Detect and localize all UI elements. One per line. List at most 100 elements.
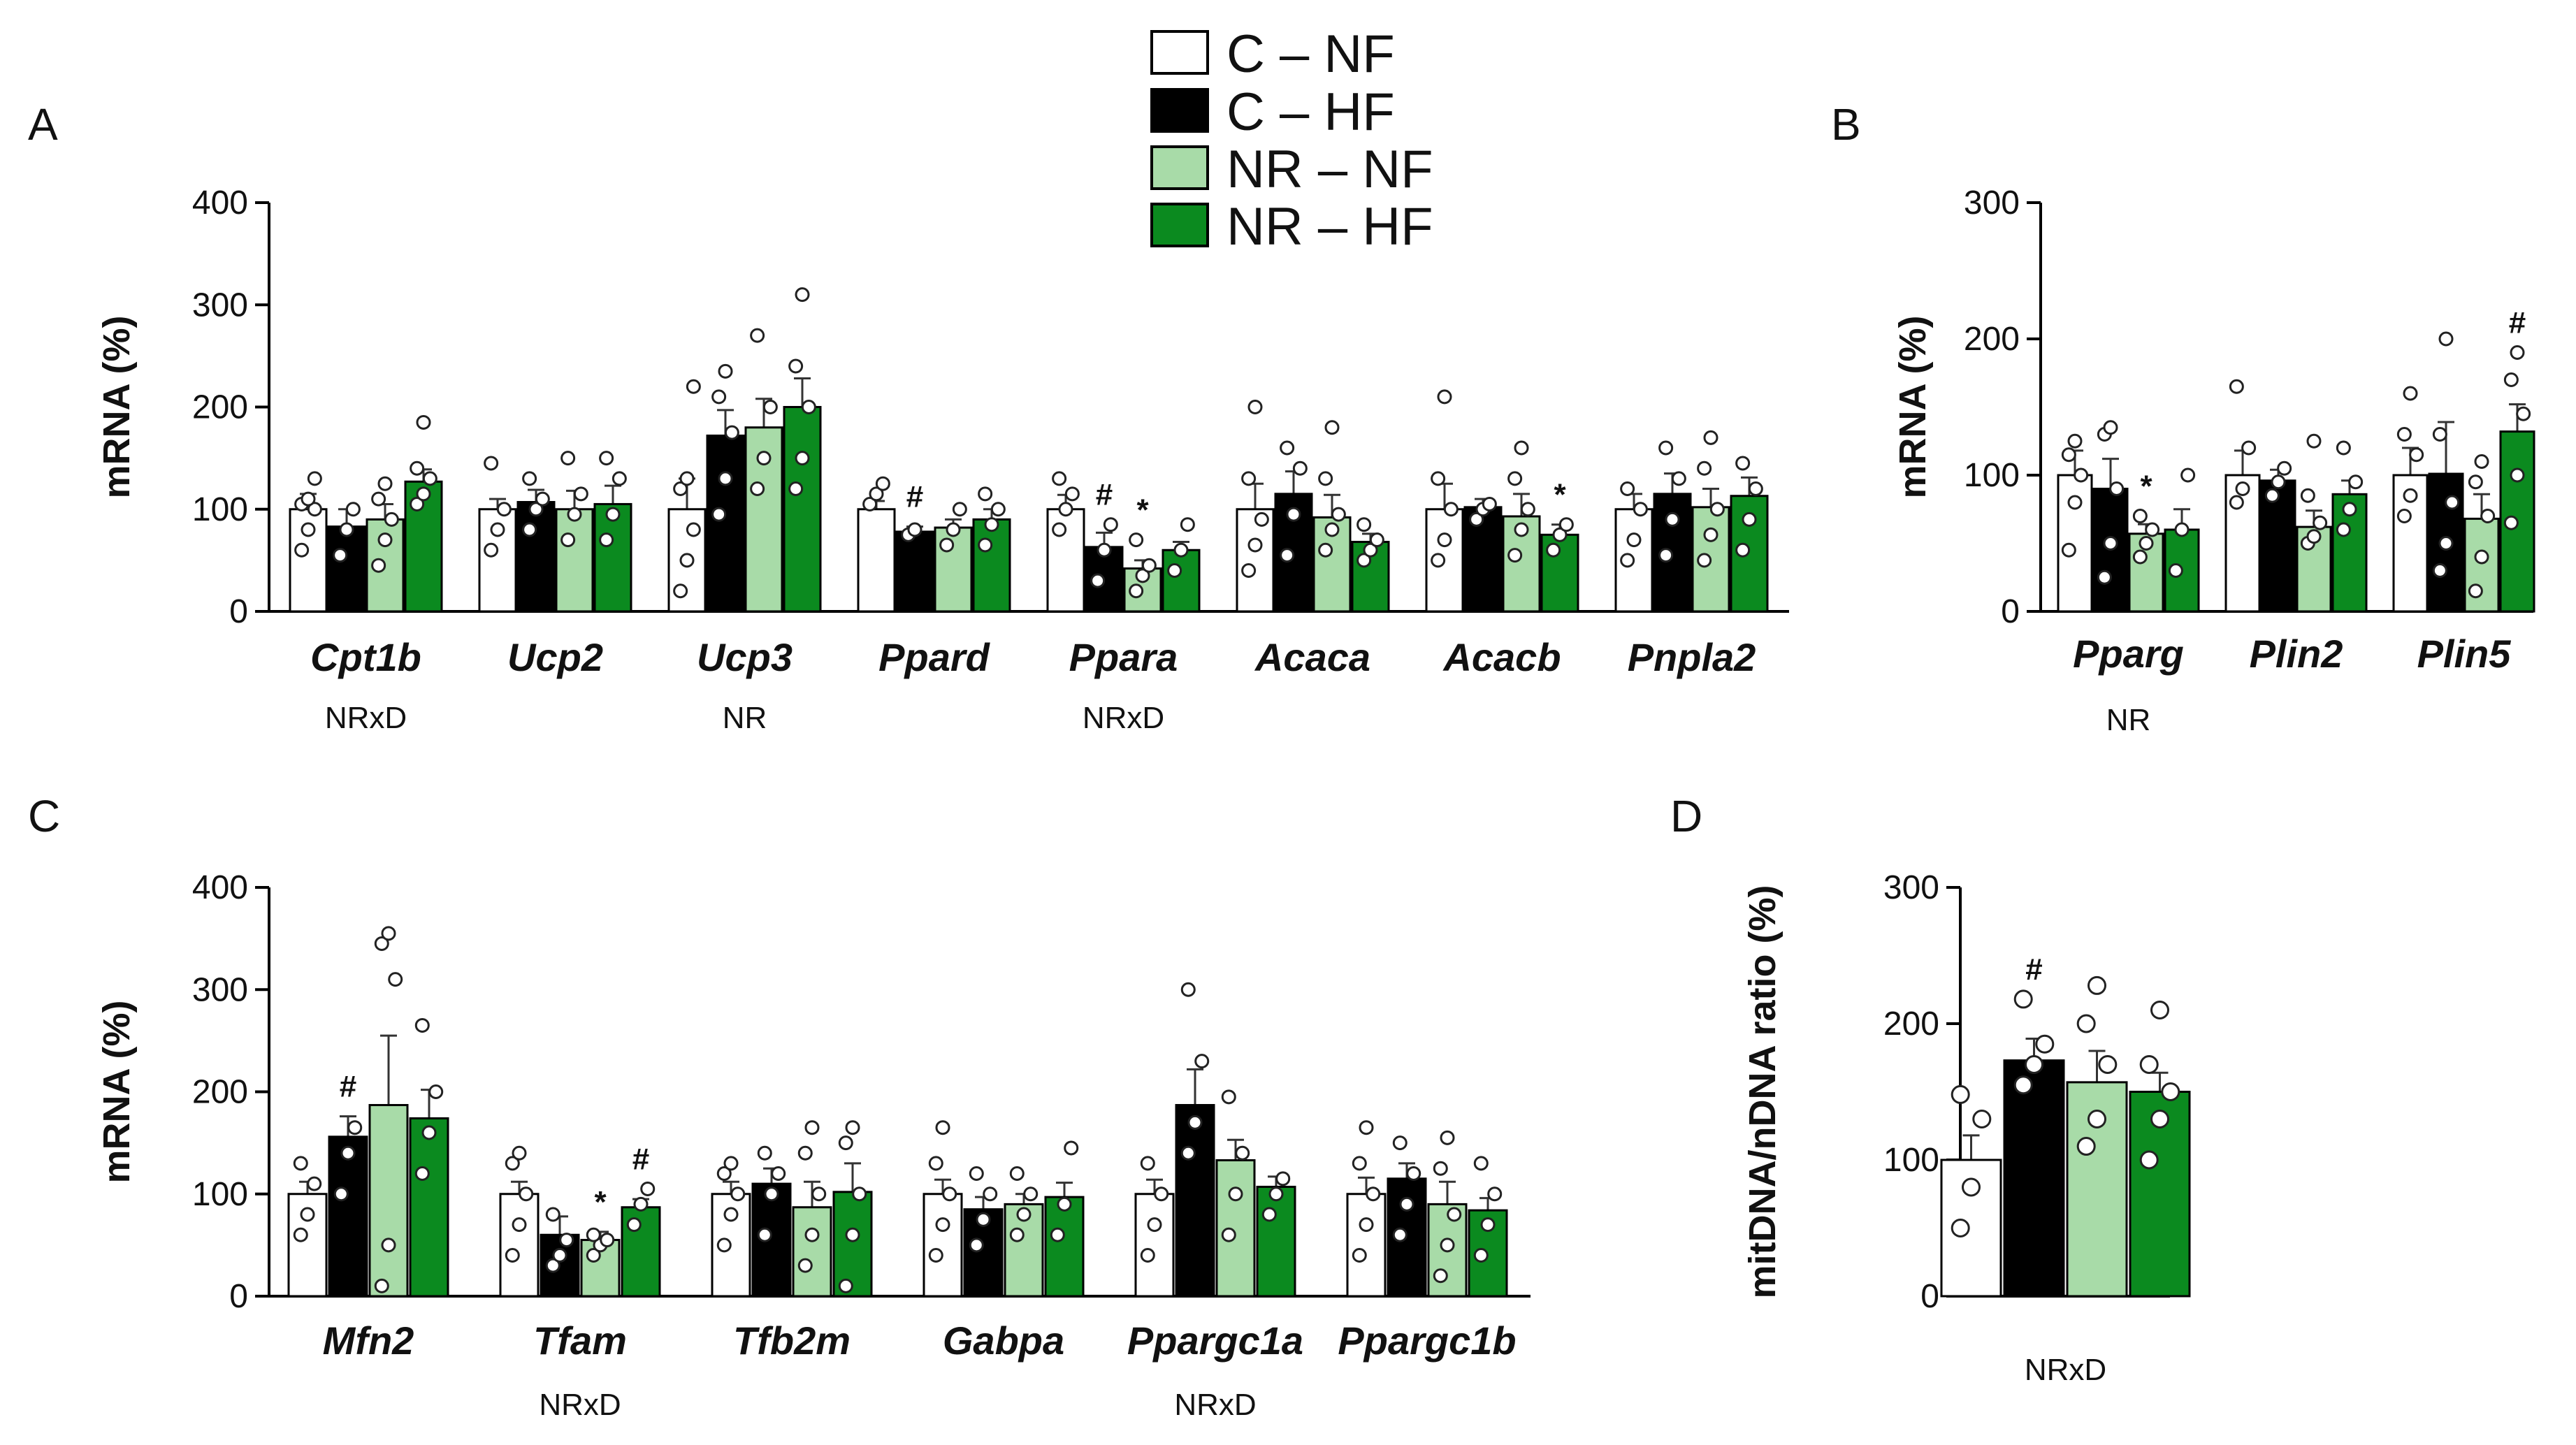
panel-c-x-label-ppargc1b: Ppargc1b [1338,1319,1516,1363]
panel-a-point-acaca-c-hf-3 [1280,440,1295,456]
panel-d-point-group-0-c-nf-0 [1951,1219,1970,1237]
panel-a-point-pnpla2-nr-hf-1 [1742,511,1757,527]
panel-c-point-ppargc1b-nr-nf-2 [1447,1207,1462,1222]
panel-b-point-plin2-nr-nf-3 [2300,488,2315,503]
panel-c-point-tfam-c-hf-0 [545,1258,560,1273]
panel-c-point-tfam-nr-hf-1 [633,1196,649,1212]
panel-a-effect-label-0: NRxD [325,701,407,735]
panel-b-point-plin2-nr-hf-0 [2336,522,2351,537]
panel-c-point-ppargc1b-nr-hf-1 [1480,1217,1496,1233]
panel-b-effect-label-0: NR [2106,703,2151,737]
panel-a-point-pnpla2-nr-hf-2 [1748,481,1763,496]
panel-c-x-label-gabpa: Gabpa [943,1319,1064,1363]
panel-c-point-tfb2m-c-hf-0 [757,1227,772,1242]
panel-a-point-ucp3-nr-nf-0 [750,481,765,496]
panel-b-y-axis-title: mRNA (%) [1892,316,1934,499]
panel-c-point-mfn2-c-nf-3 [293,1156,308,1171]
panel-b-chart: B 0 100 200 300 mRNA (%) Pparg Plin2 Plin5 * # NR [1831,99,2535,737]
panel-c-bar-mfn2-c-hf [328,1135,368,1298]
panel-a-bar-ucp2-nr-nf [555,508,594,613]
panel-b-point-plin2-nr-nf-4 [2306,433,2322,449]
panel-a-point-cpt1b-c-nf-4 [301,491,316,507]
panel-c-point-gabpa-c-hf-3 [969,1166,984,1181]
panel-a-point-ucp2-c-hf-1 [528,502,544,517]
panel-c-y-tick-label-0: 0 [229,1278,248,1315]
panel-b-point-plin5-nr-nf-2 [2480,509,2496,523]
panel-b-point-plin5-c-hf-4 [2438,331,2454,347]
panel-c-point-mfn2-nr-nf-1 [381,1237,396,1253]
panel-c-point-ppargc1b-c-nf-3 [1352,1156,1367,1171]
panel-a-point-ucp3-nr-nf-2 [762,400,778,414]
panel-b-point-plin5-nr-nf-1 [2474,549,2489,565]
panel-a-point-ppara-c-hf-1 [1097,542,1112,558]
panel-a-point-ppard-nr-nf-2 [952,502,967,517]
panel-a-bar-ucp3-c-hf [706,434,745,613]
panel-a-point-ucp2-nr-hf-3 [599,451,614,466]
panel-b-point-plin2-nr-hf-2 [2348,474,2364,490]
panel-a-point-acacb-nr-nf-0 [1507,548,1523,563]
panel-a-point-pnpla2-c-nf-0 [1620,553,1635,568]
panel-a-point-acaca-c-nf-2 [1254,511,1269,527]
legend-item-nr-nf: NR – NF [1150,140,1433,199]
panel-a-point-ppard-nr-hf-3 [978,486,993,502]
panel-c-point-ppargc1b-c-nf-2 [1366,1186,1381,1202]
panel-a-point-ucp3-nr-hf-1 [795,451,810,466]
panel-a-point-acaca-c-nf-4 [1247,400,1263,414]
panel-a-point-cpt1b-c-hf-2 [345,502,361,517]
panel-a-x-label-ppard: Ppard [878,635,990,679]
panel-b-point-plin5-c-nf-4 [2403,386,2418,401]
panel-a-point-ppara-c-nf-1 [1058,502,1073,517]
panel-b-point-pparg-nr-nf-2 [2145,522,2160,537]
panel-c-point-mfn2-c-nf-1 [300,1207,315,1222]
panel-c-point-tfb2m-nr-hf-3 [838,1135,853,1151]
panel-d-point-group-0-nr-nf-3 [2076,1014,2096,1033]
panel-a-point-ucp2-nr-nf-2 [573,486,588,502]
panel-a-point-ucp2-c-nf-1 [490,522,505,537]
panel-a-point-acaca-nr-nf-3 [1318,471,1333,486]
panel-c-significance-marker-2: # [632,1142,649,1176]
panel-a-point-cpt1b-c-nf-1 [301,522,316,537]
panel-c-point-tfam-c-hf-3 [545,1207,560,1222]
panel-d-chart: D 0 100 200 300 mitDNA/nDNA ratio (%) # NRxD [1670,791,2191,1387]
panel-b-point-plin2-nr-hf-3 [2336,440,2351,456]
panel-a-point-ucp2-nr-hf-2 [612,471,627,486]
panel-c-y-tick-label-300: 300 [192,971,248,1008]
panel-c-point-tfam-c-nf-1 [512,1217,527,1233]
panel-c-point-gabpa-nr-nf-3 [1009,1166,1025,1181]
panel-c-point-tfam-c-nf-2 [519,1186,534,1202]
panel-a-bar-ppard-nr-nf [934,526,973,613]
panel-b-point-plin5-nr-nf-0 [2468,583,2483,599]
panel-a-point-cpt1b-c-nf-2 [307,502,322,517]
panel-c-point-ppargc1b-nr-nf-4 [1440,1130,1455,1145]
panel-c-point-ppargc1a-nr-nf-2 [1235,1145,1250,1161]
panel-a-significance-marker-0: # [906,480,923,514]
panel-c-point-ppargc1b-c-hf-1 [1399,1196,1414,1212]
panel-a-point-pnpla2-nr-nf-3 [1697,460,1712,476]
panel-a-point-ucp3-c-nf-3 [673,481,688,496]
panel-a-point-acaca-nr-nf-4 [1324,420,1340,435]
panel-a-point-ucp2-nr-nf-3 [560,451,576,466]
panel-b-point-plin5-nr-nf-3 [2468,474,2483,490]
panel-b-point-pparg-nr-hf-2 [2180,467,2196,483]
panel-a-point-acacb-nr-nf-2 [1520,502,1535,517]
panel-a-point-ppara-c-nf-2 [1064,486,1080,502]
panel-b-point-pparg-c-hf-2 [2109,481,2125,496]
panel-a-point-cpt1b-c-nf-0 [294,542,310,558]
panel-a-point-ucp2-nr-hf-1 [605,507,621,522]
panel-c-bar-tfb2m-c-hf [751,1182,792,1298]
panel-b-y-tick-label-200: 200 [1964,321,2020,358]
panel-c-point-ppargc1a-nr-hf-0 [1261,1207,1277,1222]
panel-b-point-pparg-c-nf-1 [2067,495,2083,510]
panel-a-point-ppara-nr-hf-1 [1173,542,1189,558]
panel-c-point-tfam-c-nf-0 [505,1248,520,1263]
panel-c-point-gabpa-c-nf-0 [928,1248,943,1263]
legend-swatch-c-hf [1150,88,1209,133]
panel-a-bar-ppard-c-hf [895,530,934,613]
panel-a-point-ppard-nr-hf-2 [990,502,1006,517]
panel-c-point-mfn2-c-hf-1 [340,1145,356,1161]
panel-b-x-label-plin5: Plin5 [2417,632,2512,676]
panel-d-y-tick-label-0: 0 [1920,1278,1939,1315]
panel-b-point-plin5-nr-hf-1 [2510,467,2525,483]
panel-b-point-pparg-c-nf-0 [2061,542,2076,558]
panel-b-point-plin5-c-nf-2 [2409,447,2424,463]
